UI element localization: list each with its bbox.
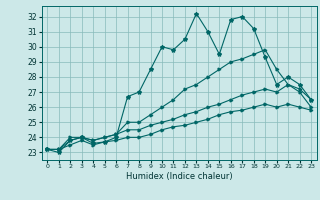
X-axis label: Humidex (Indice chaleur): Humidex (Indice chaleur)	[126, 172, 233, 181]
